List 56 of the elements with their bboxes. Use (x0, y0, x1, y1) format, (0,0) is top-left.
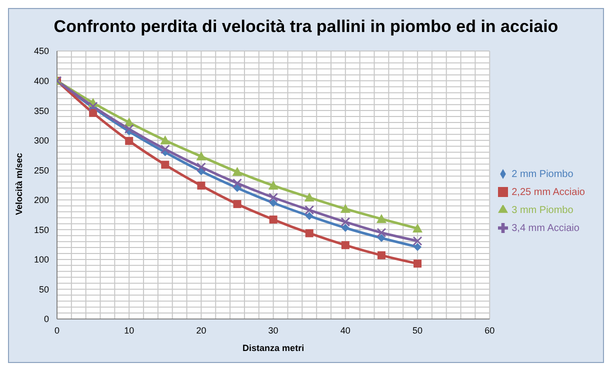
point (269, 198, 278, 207)
point (161, 160, 170, 169)
x-tick-label: 20 (196, 325, 206, 336)
point (414, 260, 422, 268)
point (414, 242, 422, 251)
point (412, 236, 422, 246)
x-tick-label: 10 (124, 325, 134, 336)
point (377, 234, 386, 242)
point (304, 192, 314, 202)
point (89, 108, 98, 117)
point (160, 144, 170, 154)
point (125, 136, 134, 145)
point (269, 216, 278, 224)
x-tick-label: 0 (54, 325, 60, 336)
point (412, 223, 423, 232)
y-tick-label: 50 (38, 284, 49, 294)
legend-label: 3 mm Piombo (512, 205, 574, 216)
y-tick-label: 350 (34, 106, 49, 116)
y-tick-label: 200 (34, 195, 49, 206)
point (305, 212, 314, 220)
y-tick-label: 100 (34, 254, 49, 265)
point (233, 200, 242, 208)
legend-label: 3,4 mm Acciaio (512, 223, 580, 234)
y-tick-label: 450 (34, 46, 49, 56)
point (232, 166, 242, 176)
chart-title: Confronto perdita di velocità tra pallini in piombo ed in acciaio (52, 16, 560, 38)
x-tick-label: 30 (268, 325, 278, 336)
y-tick-label: 250 (34, 165, 49, 176)
point (305, 229, 314, 238)
point (196, 162, 206, 172)
point (268, 192, 278, 202)
legend-label: 2,25 mm Acciaio (512, 187, 585, 198)
x-axis-title: Distanza metri (242, 343, 304, 353)
y-tick-label: 150 (34, 224, 49, 235)
point (197, 182, 206, 190)
legend-label: 2 mm Piombo (512, 169, 574, 180)
point (196, 151, 206, 160)
point (341, 224, 350, 232)
x-tick-label: 50 (412, 325, 423, 336)
x-tick-label: 40 (340, 325, 350, 336)
point (160, 135, 170, 144)
point (340, 217, 350, 227)
y-tick-label: 0 (44, 314, 49, 324)
y-tick-label: 400 (34, 76, 49, 86)
y-tick-label: 300 (34, 136, 49, 146)
point (376, 228, 386, 238)
point (268, 180, 278, 190)
y-axis-title: Velocità m/sec (14, 152, 24, 215)
point (376, 214, 386, 223)
point (340, 204, 350, 213)
point (377, 251, 386, 260)
point (304, 205, 314, 215)
point (341, 241, 350, 250)
point (232, 178, 242, 188)
point (124, 124, 134, 134)
x-tick-label: 60 (484, 325, 495, 336)
